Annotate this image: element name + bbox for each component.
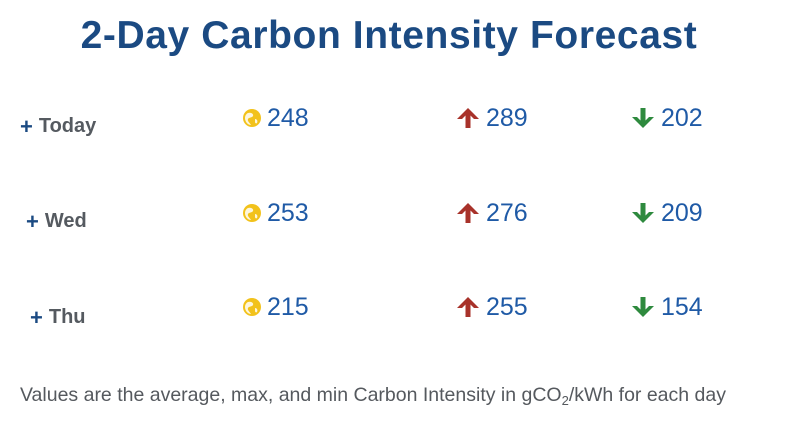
day-toggle-wed[interactable]: + Wed [26, 210, 87, 233]
arrow-down-icon [630, 106, 656, 130]
max-metric: 276 [455, 196, 528, 230]
min-metric: 202 [630, 101, 703, 135]
footnote-suffix: /kWh for each day [568, 384, 726, 406]
min-metric: 154 [630, 290, 703, 324]
day-label: Wed [44, 210, 87, 232]
day-label: Today [38, 115, 97, 137]
day-toggle-thu[interactable]: + Thu [30, 306, 86, 329]
plus-icon: + [20, 113, 33, 139]
globe-icon [242, 108, 262, 128]
avg-value: 253 [267, 198, 309, 227]
avg-value: 215 [267, 292, 309, 321]
max-value: 289 [486, 103, 528, 132]
min-metric: 209 [630, 196, 703, 230]
footnote: Values are the average, max, and min Car… [20, 384, 726, 408]
footnote-prefix: Values are the average, max, and min Car… [20, 384, 562, 406]
max-value: 255 [486, 292, 528, 321]
arrow-up-icon [455, 295, 481, 319]
min-value: 202 [661, 103, 703, 132]
day-label: Thu [48, 306, 86, 328]
max-value: 276 [486, 198, 528, 227]
footnote-subscript: 2 [561, 393, 569, 408]
plus-icon: + [30, 304, 43, 330]
page-title: 2-Day Carbon Intensity Forecast [80, 14, 698, 57]
globe-icon [242, 203, 262, 223]
avg-metric: 248 [242, 101, 309, 135]
avg-metric: 253 [242, 196, 309, 230]
arrow-up-icon [455, 201, 481, 225]
min-value: 154 [661, 292, 703, 321]
forecast-row-wed: + Wed 253 276 209 [0, 196, 810, 236]
day-toggle-today[interactable]: + Today [20, 115, 96, 138]
max-metric: 289 [455, 101, 528, 135]
min-value: 209 [661, 198, 703, 227]
avg-metric: 215 [242, 290, 309, 324]
forecast-row-thu: + Thu 215 255 154 [0, 290, 810, 330]
arrow-down-icon [630, 295, 656, 319]
forecast-row-today: + Today 248 289 202 [0, 101, 810, 141]
globe-icon [242, 297, 262, 317]
arrow-down-icon [630, 201, 656, 225]
arrow-up-icon [455, 106, 481, 130]
avg-value: 248 [267, 103, 309, 132]
max-metric: 255 [455, 290, 528, 324]
plus-icon: + [26, 208, 39, 234]
